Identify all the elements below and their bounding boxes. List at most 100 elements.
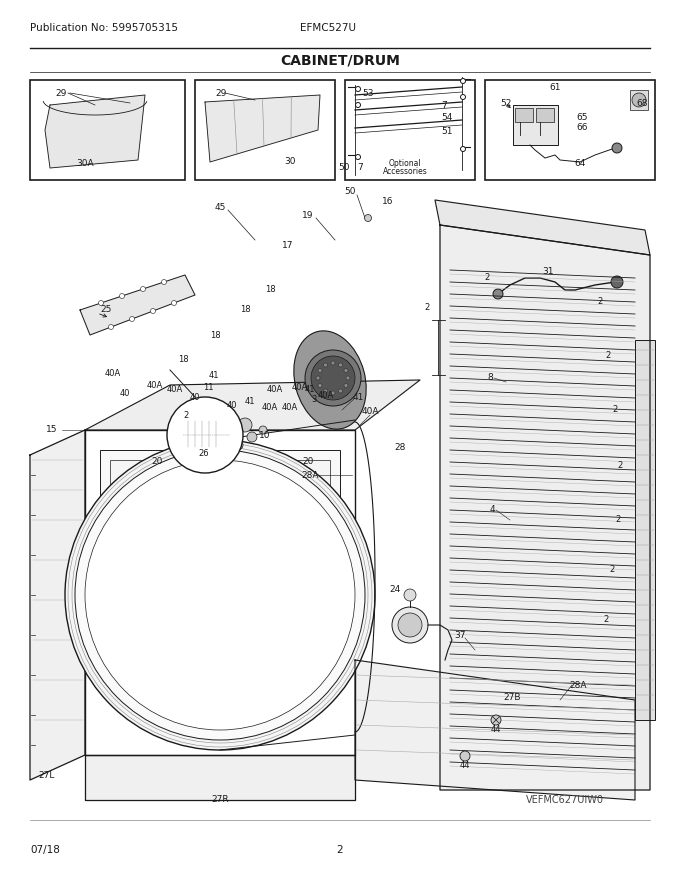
Circle shape	[493, 289, 503, 299]
Text: 40A: 40A	[167, 385, 183, 394]
Text: 2: 2	[597, 297, 602, 306]
Text: 2: 2	[184, 412, 188, 421]
Bar	[345, 80, 475, 180]
Text: 28A: 28A	[569, 680, 587, 690]
Circle shape	[150, 309, 156, 313]
Text: CABINET/DRUM: CABINET/DRUM	[280, 53, 400, 67]
Circle shape	[109, 325, 114, 329]
Circle shape	[218, 418, 242, 442]
Text: 40A: 40A	[361, 407, 379, 416]
Circle shape	[238, 418, 252, 432]
Bar	[635, 340, 655, 720]
Circle shape	[141, 287, 146, 291]
Text: 64: 64	[575, 158, 585, 167]
Text: 41: 41	[305, 385, 316, 394]
Text: 29: 29	[55, 89, 67, 98]
Circle shape	[344, 384, 348, 387]
Text: 27R: 27R	[211, 795, 228, 804]
Text: 18: 18	[209, 331, 220, 340]
Text: 40A: 40A	[318, 392, 334, 400]
Text: 28A: 28A	[301, 471, 319, 480]
Text: 2: 2	[425, 304, 430, 312]
Text: 07/18: 07/18	[30, 845, 60, 855]
Text: 40A: 40A	[147, 380, 163, 390]
Bar	[536, 108, 554, 122]
Text: 28: 28	[394, 444, 406, 452]
Bar	[195, 80, 335, 180]
Text: 40A: 40A	[292, 384, 308, 392]
Circle shape	[316, 376, 320, 380]
Bar	[185, 420, 225, 448]
Text: 4: 4	[490, 505, 495, 515]
Text: 16: 16	[382, 197, 394, 207]
Text: 30A: 30A	[76, 159, 94, 168]
Circle shape	[611, 276, 623, 288]
Circle shape	[171, 300, 177, 305]
Text: 66: 66	[576, 123, 588, 133]
Circle shape	[612, 143, 622, 153]
Circle shape	[346, 376, 350, 380]
Text: 40: 40	[190, 393, 200, 402]
Circle shape	[344, 369, 348, 372]
Text: 65: 65	[576, 114, 588, 122]
Text: 40A: 40A	[105, 370, 121, 378]
Circle shape	[120, 294, 124, 298]
Polygon shape	[85, 380, 420, 430]
Circle shape	[233, 440, 243, 450]
Polygon shape	[45, 95, 145, 168]
Circle shape	[311, 356, 355, 400]
Circle shape	[356, 102, 360, 107]
Bar	[630, 90, 648, 110]
Circle shape	[392, 607, 428, 643]
Text: 61: 61	[549, 84, 561, 92]
Text: Optional: Optional	[389, 159, 422, 168]
Polygon shape	[435, 200, 650, 255]
Circle shape	[318, 369, 322, 372]
Text: 26: 26	[199, 449, 209, 458]
Text: 17: 17	[282, 241, 294, 251]
Text: 15: 15	[46, 426, 58, 435]
Circle shape	[491, 715, 501, 725]
Circle shape	[318, 384, 322, 387]
Text: 2: 2	[605, 350, 611, 360]
Circle shape	[247, 432, 257, 442]
Polygon shape	[440, 225, 650, 790]
Text: 2: 2	[609, 566, 615, 575]
Circle shape	[331, 361, 335, 365]
Text: 53: 53	[362, 89, 373, 98]
Text: 41: 41	[352, 393, 364, 402]
Text: 20: 20	[152, 458, 163, 466]
Circle shape	[404, 589, 416, 601]
Polygon shape	[205, 95, 320, 162]
Text: 50: 50	[339, 164, 350, 172]
Text: 30: 30	[284, 158, 296, 166]
Text: 41: 41	[245, 398, 255, 407]
Bar	[515, 108, 533, 122]
Text: 8: 8	[488, 373, 493, 383]
Circle shape	[398, 613, 422, 637]
Bar	[100, 450, 340, 690]
Text: 41: 41	[209, 370, 219, 379]
Text: 2: 2	[337, 845, 343, 855]
Circle shape	[85, 460, 355, 730]
Circle shape	[331, 391, 335, 395]
Text: 44: 44	[460, 760, 471, 769]
Text: 68: 68	[636, 99, 648, 107]
Polygon shape	[30, 430, 85, 780]
Text: 25: 25	[100, 305, 112, 314]
Text: 27B: 27B	[503, 693, 521, 702]
Text: 52: 52	[500, 99, 511, 107]
Circle shape	[632, 93, 646, 107]
Text: 19: 19	[302, 210, 313, 219]
Circle shape	[305, 350, 361, 406]
Circle shape	[460, 94, 466, 99]
Text: 2: 2	[615, 516, 621, 524]
Circle shape	[167, 397, 243, 473]
Text: 24: 24	[390, 585, 401, 595]
Bar	[30, 80, 185, 180]
Bar	[513, 105, 558, 145]
Circle shape	[65, 440, 375, 750]
Text: 10: 10	[259, 430, 271, 439]
Text: 2: 2	[613, 406, 617, 414]
Circle shape	[162, 280, 167, 284]
